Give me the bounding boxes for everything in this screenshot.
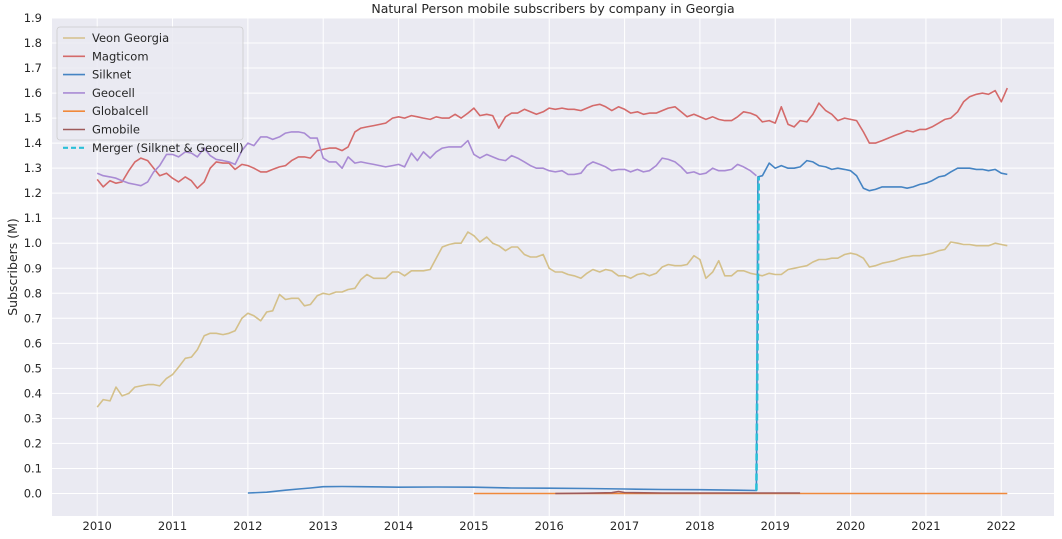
series-line-merger-silknet-geocell (755, 176, 760, 491)
series-lines (96, 87, 1009, 495)
x-tick-label: 2019 (761, 519, 790, 533)
x-tick-label: 2014 (384, 519, 413, 533)
y-tick-label: 0.6 (24, 336, 42, 350)
y-tick-label: 0.8 (24, 286, 42, 300)
legend: Veon Georgia Magticom Silknet Geocell Global… (56, 26, 244, 155)
x-tick-label: 2011 (158, 519, 187, 533)
x-tick-label: 2017 (610, 519, 639, 533)
x-tick-label: 2016 (535, 519, 564, 533)
series-line-magticom (96, 87, 1009, 189)
y-tick-label: 1.7 (24, 61, 42, 75)
legend-label: Merger (Silknet & Geocell) (92, 141, 244, 155)
y-tick-label: 1.5 (24, 111, 42, 125)
legend-label: Magticom (92, 49, 149, 63)
x-tick-label: 2013 (309, 519, 338, 533)
x-tick-label: 2018 (685, 519, 714, 533)
x-tick-label: 2021 (911, 519, 940, 533)
legend-label: Geocell (92, 86, 135, 100)
y-tick-label: 0.9 (24, 261, 42, 275)
y-tick-label: 1.3 (24, 161, 42, 175)
y-tick-label: 0.1 (24, 461, 42, 475)
x-tick-label: 2015 (459, 519, 488, 533)
y-tick-label: 1.6 (24, 86, 42, 100)
legend-label: Gmobile (92, 123, 140, 137)
y-tick-label: 1.2 (24, 186, 42, 200)
y-tick-label: 1.4 (24, 136, 42, 150)
y-tick-label: 0.5 (24, 361, 42, 375)
legend-label: Silknet (92, 68, 132, 82)
y-tick-label: 0.4 (24, 386, 42, 400)
x-tick-label: 2020 (836, 519, 865, 533)
y-axis-label: Subscribers (M) (5, 218, 20, 316)
y-tick-label: 1.9 (24, 11, 42, 25)
y-tick-label: 0.0 (24, 486, 42, 500)
series-line-veon-georgia (96, 231, 1008, 408)
x-tick-label: 2010 (83, 519, 112, 533)
legend-label: Globalcell (92, 104, 148, 118)
x-tick-label: 2022 (987, 519, 1016, 533)
y-axis-ticks: 0.0 0.1 0.2 0.3 0.4 0.5 0.6 0.7 0.8 0.9 1.0 1.1 1.2 1… (24, 11, 42, 500)
series-line-geocell (96, 131, 757, 187)
y-tick-label: 1.8 (24, 36, 42, 50)
legend-label: Veon Georgia (92, 31, 169, 45)
y-tick-label: 0.7 (24, 311, 42, 325)
legend-box (56, 26, 244, 141)
y-tick-label: 0.2 (24, 436, 42, 450)
y-tick-label: 1.1 (24, 211, 42, 225)
series-line-gmobile (555, 490, 801, 495)
series-line-silknet (247, 159, 1008, 494)
x-axis-ticks: 2010 2011 2012 2013 2014 2015 2016 2017 2018 2019… (83, 519, 1016, 533)
chart-title: Natural Person mobile subscribers by com… (371, 1, 734, 16)
y-tick-label: 0.3 (24, 411, 42, 425)
y-tick-label: 1.0 (24, 236, 42, 250)
x-tick-label: 2012 (233, 519, 262, 533)
